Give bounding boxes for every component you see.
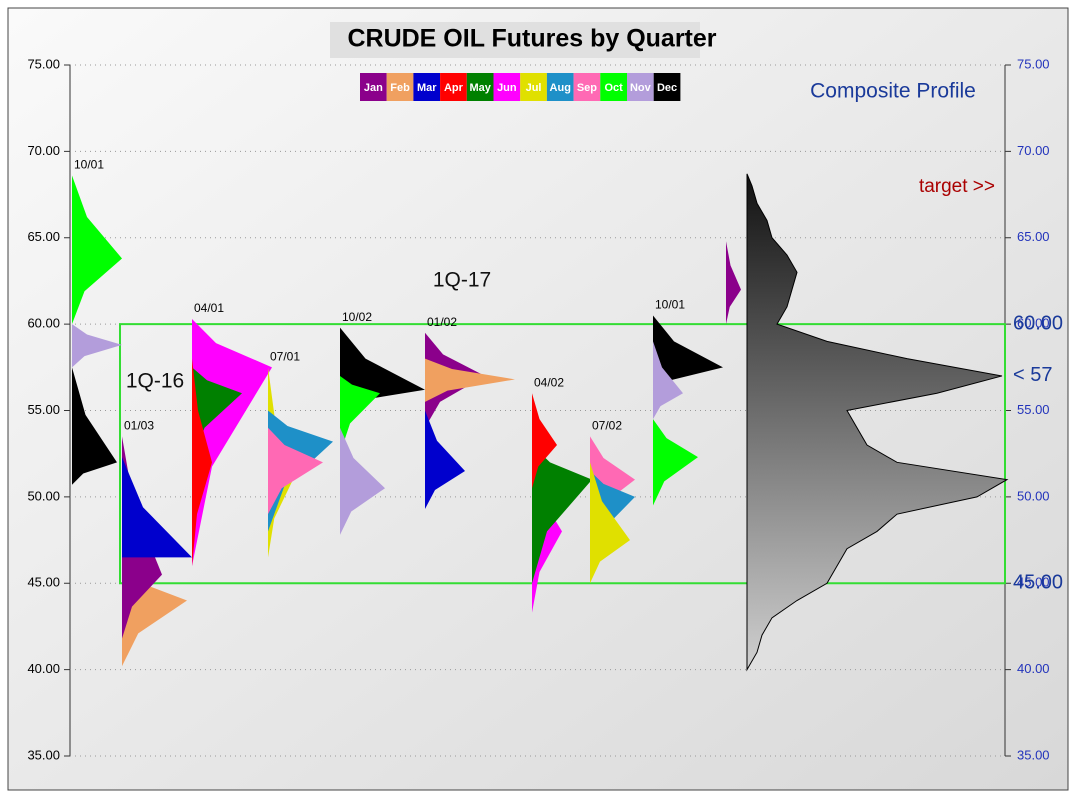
y-tick-label: 60.00 xyxy=(27,316,60,331)
profile-segment xyxy=(72,324,122,368)
profile-segment xyxy=(340,427,385,535)
legend-swatch xyxy=(360,73,387,101)
level-label: 60.00 xyxy=(1013,312,1063,334)
legend-label: Jan xyxy=(364,82,383,94)
y2-tick-label: 65.00 xyxy=(1017,229,1050,244)
profile-segment xyxy=(532,445,592,584)
annotation: target >> xyxy=(919,176,995,197)
profile-segment xyxy=(122,457,192,558)
y-tick-label: 35.00 xyxy=(27,747,60,762)
chart-title: CRUDE OIL Futures by Quarter xyxy=(347,25,716,53)
profile-segment xyxy=(425,358,515,402)
profile-segment xyxy=(653,419,698,506)
legend-label: May xyxy=(469,82,491,94)
legend-swatch xyxy=(573,73,601,101)
y-tick-label: 65.00 xyxy=(27,229,60,244)
profile-date: 07/02 xyxy=(592,419,622,433)
legend-swatch xyxy=(627,73,654,101)
legend-label: Dec xyxy=(657,82,677,94)
title-box xyxy=(330,22,700,58)
profile-date: 10/01 xyxy=(655,298,685,312)
y-tick-label: 55.00 xyxy=(27,402,60,417)
level-label: < 57 xyxy=(1013,364,1052,386)
composite-profile xyxy=(746,173,1009,672)
legend-label: Feb xyxy=(390,82,410,94)
y2-tick-label: 75.00 xyxy=(1017,56,1050,71)
profile-segment xyxy=(72,367,117,485)
legend-swatch xyxy=(546,73,574,101)
annotation: 1Q-17 xyxy=(433,269,491,292)
composite-label: Composite Profile xyxy=(810,80,976,103)
profile-segment xyxy=(268,427,323,515)
profile-segment xyxy=(192,358,212,566)
y2-tick-label: 35.00 xyxy=(1017,747,1050,762)
profile-date: 01/02 xyxy=(427,315,457,329)
legend-swatch xyxy=(466,73,494,101)
profile-segment xyxy=(653,315,723,394)
legend-label: Apr xyxy=(444,82,464,94)
y2-tick-label: 55.00 xyxy=(1017,402,1050,417)
legend-label: Mar xyxy=(417,82,437,94)
profile-segment xyxy=(425,410,465,509)
profile-segment xyxy=(726,241,741,325)
profile-date: 10/01 xyxy=(74,158,104,172)
legend-label: Aug xyxy=(550,82,571,94)
profile-segment xyxy=(653,341,683,420)
legend-label: Jun xyxy=(497,82,517,94)
legend-swatch xyxy=(440,73,467,101)
profile-segment xyxy=(192,367,242,463)
legend-label: Oct xyxy=(604,82,623,94)
profile-segment xyxy=(590,436,635,532)
level-label: 45.00 xyxy=(1013,572,1063,594)
legend-swatch xyxy=(493,73,521,101)
legend-swatch xyxy=(653,73,681,101)
legend-swatch xyxy=(386,73,414,101)
legend-swatch xyxy=(413,73,441,101)
profile-segment xyxy=(192,318,272,566)
y2-tick-label: 40.00 xyxy=(1017,661,1050,676)
profile-date: 10/02 xyxy=(342,310,372,324)
y-tick-label: 75.00 xyxy=(27,56,60,71)
profile-date: 01/03 xyxy=(124,419,154,433)
profile-date: 04/01 xyxy=(194,301,224,315)
y-tick-label: 40.00 xyxy=(27,661,60,676)
profile-date: 07/01 xyxy=(270,349,300,363)
legend-label: Nov xyxy=(630,82,652,94)
legend-label: Jul xyxy=(526,82,542,94)
legend-label: Sep xyxy=(577,82,597,94)
legend-swatch xyxy=(520,73,547,101)
y2-tick-label: 70.00 xyxy=(1017,143,1050,158)
y-tick-label: 70.00 xyxy=(27,143,60,158)
y-tick-label: 50.00 xyxy=(27,488,60,503)
y2-tick-label: 45.00 xyxy=(1017,575,1050,590)
legend-swatch xyxy=(600,73,627,101)
profile-segment xyxy=(340,375,380,454)
y-tick-label: 45.00 xyxy=(27,575,60,590)
y2-tick-label: 60.00 xyxy=(1017,316,1050,331)
y2-tick-label: 50.00 xyxy=(1017,488,1050,503)
range-box xyxy=(119,323,1006,585)
profile-segment xyxy=(72,175,122,325)
profile-segment xyxy=(590,462,630,584)
annotation: 1Q-16 xyxy=(126,370,184,393)
profile-segment xyxy=(532,393,557,489)
profile-date: 04/02 xyxy=(534,375,564,389)
